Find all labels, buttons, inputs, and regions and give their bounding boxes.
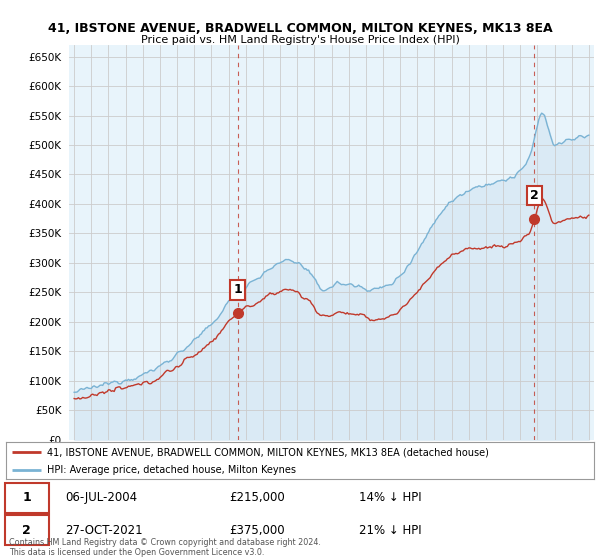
Text: HPI: Average price, detached house, Milton Keynes: HPI: Average price, detached house, Milt… bbox=[47, 465, 296, 475]
FancyBboxPatch shape bbox=[5, 483, 49, 513]
Text: 41, IBSTONE AVENUE, BRADWELL COMMON, MILTON KEYNES, MK13 8EA: 41, IBSTONE AVENUE, BRADWELL COMMON, MIL… bbox=[47, 22, 553, 35]
FancyBboxPatch shape bbox=[5, 515, 49, 545]
Text: £215,000: £215,000 bbox=[229, 492, 285, 505]
Text: 06-JUL-2004: 06-JUL-2004 bbox=[65, 492, 137, 505]
Text: 2: 2 bbox=[530, 189, 539, 202]
Text: 27-OCT-2021: 27-OCT-2021 bbox=[65, 524, 142, 537]
Text: 1: 1 bbox=[233, 283, 242, 296]
Text: 1: 1 bbox=[22, 492, 31, 505]
Text: 21% ↓ HPI: 21% ↓ HPI bbox=[359, 524, 421, 537]
Text: Price paid vs. HM Land Registry's House Price Index (HPI): Price paid vs. HM Land Registry's House … bbox=[140, 35, 460, 45]
Text: £375,000: £375,000 bbox=[229, 524, 285, 537]
Text: Contains HM Land Registry data © Crown copyright and database right 2024.
This d: Contains HM Land Registry data © Crown c… bbox=[9, 538, 321, 557]
Text: 14% ↓ HPI: 14% ↓ HPI bbox=[359, 492, 421, 505]
Text: 41, IBSTONE AVENUE, BRADWELL COMMON, MILTON KEYNES, MK13 8EA (detached house): 41, IBSTONE AVENUE, BRADWELL COMMON, MIL… bbox=[47, 447, 489, 457]
Text: 2: 2 bbox=[22, 524, 31, 537]
